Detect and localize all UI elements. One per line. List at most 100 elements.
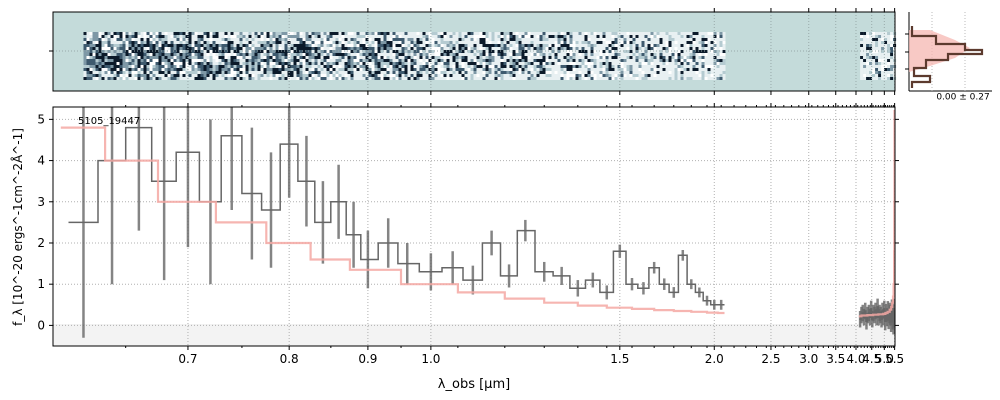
spectrum-2d-pixel: [332, 56, 336, 59]
spectrum-2d-pixel: [212, 41, 216, 44]
spectrum-2d-pixel: [422, 56, 426, 59]
spectrum-2d-pixel: [122, 77, 126, 80]
spectrum-2d-pixel: [401, 62, 405, 65]
spectrum-2d-pixel: [338, 71, 342, 74]
spectrum-2d-pixel: [545, 59, 549, 62]
spectrum-2d-pixel: [419, 35, 423, 38]
spectrum-2d-pixel: [416, 62, 420, 65]
spectrum-2d-pixel: [416, 41, 420, 44]
spectrum-2d-pixel: [347, 65, 351, 68]
spectrum-2d-pixel: [377, 77, 381, 80]
spectrum-2d-pixel: [545, 35, 549, 38]
spectrum-2d-pixel: [461, 53, 465, 56]
spectrum-2d-pixel: [713, 47, 717, 50]
spectrum-2d-pixel: [125, 41, 129, 44]
spectrum-2d-pixel: [509, 59, 513, 62]
spectrum-2d-pixel: [638, 71, 642, 74]
spectrum-2d-pixel: [152, 77, 156, 80]
spectrum-2d-pixel: [677, 62, 681, 65]
spectrum-2d-pixel: [428, 65, 432, 68]
spectrum-2d-pixel: [695, 44, 699, 47]
spectrum-2d-pixel: [407, 68, 411, 71]
spectrum-2d-pixel: [704, 35, 708, 38]
spectrum-2d-pixel: [350, 62, 354, 65]
spectrum-2d-pixel: [380, 32, 384, 35]
spectrum-2d-pixel: [392, 50, 396, 53]
spectrum-2d-pixel: [584, 41, 588, 44]
spectrum-2d-pixel: [524, 62, 528, 65]
spectrum-2d-pixel: [191, 53, 195, 56]
spectrum-2d-pixel: [383, 32, 387, 35]
spectrum-2d-pixel: [650, 68, 654, 71]
spectrum-2d-pixel: [212, 53, 216, 56]
spectrum-2d-pixel: [350, 35, 354, 38]
spectrum-2d-pixel: [155, 38, 159, 41]
spectrum-2d-pixel: [890, 32, 894, 35]
model-line-3: [858, 110, 895, 318]
spectrum-2d-pixel: [512, 53, 516, 56]
spectrum-2d-pixel: [209, 77, 213, 80]
spectrum-2d-pixel: [710, 59, 714, 62]
spectrum-2d-pixel: [386, 47, 390, 50]
spectrum-2d-pixel: [569, 47, 573, 50]
spectrum-2d-pixel: [95, 50, 99, 53]
spectrum-2d-pixel: [518, 65, 522, 68]
spectrum-2d-pixel: [458, 68, 462, 71]
spectrum-2d-pixel: [707, 59, 711, 62]
spectrum-2d-pixel: [257, 77, 261, 80]
spectrum-2d-pixel: [122, 62, 126, 65]
spectrum-2d-pixel: [146, 32, 150, 35]
spectrum-2d-pixel: [320, 53, 324, 56]
spectrum-2d-pixel: [863, 68, 867, 71]
spectrum-2d-pixel: [353, 71, 357, 74]
spectrum-2d-pixel: [110, 35, 114, 38]
spectrum-2d-pixel: [218, 41, 222, 44]
spectrum-2d-pixel: [143, 74, 147, 77]
spectrum-2d-pixel: [182, 65, 186, 68]
spectrum-2d-pixel: [239, 62, 243, 65]
spectrum-2d-pixel: [173, 62, 177, 65]
spectrum-2d-pixel: [95, 35, 99, 38]
spectrum-2d-pixel: [452, 44, 456, 47]
spectrum-2d-pixel: [263, 44, 267, 47]
spectrum-2d-pixel: [518, 71, 522, 74]
spectrum-2d-pixel: [95, 41, 99, 44]
spectrum-2d-pixel: [590, 68, 594, 71]
spectrum-2d-pixel: [368, 77, 372, 80]
spectrum-2d-pixel: [494, 59, 498, 62]
spectrum-2d-pixel: [668, 50, 672, 53]
spectrum-2d-pixel: [434, 35, 438, 38]
spectrum-2d-pixel: [137, 56, 141, 59]
spectrum-2d-pixel: [251, 44, 255, 47]
spectrum-2d-pixel: [536, 50, 540, 53]
spectrum-2d-pixel: [659, 41, 663, 44]
spectrum-2d-pixel: [404, 68, 408, 71]
spectrum-2d-pixel: [881, 62, 885, 65]
spectrum-2d-pixel: [536, 62, 540, 65]
spectrum-2d-pixel: [329, 62, 333, 65]
spectrum-2d-pixel: [203, 62, 207, 65]
spectrum-2d-pixel: [710, 53, 714, 56]
spectrum-2d-pixel: [710, 77, 714, 80]
spectrum-2d-pixel: [467, 68, 471, 71]
spectrum-2d-pixel: [368, 53, 372, 56]
spectrum-2d-pixel: [296, 44, 300, 47]
spectrum-2d-pixel: [284, 59, 288, 62]
spectrum-2d-pixel: [656, 35, 660, 38]
spectrum-2d-pixel: [134, 32, 138, 35]
spectrum-2d-pixel: [335, 77, 339, 80]
spectrum-2d-pixel: [362, 77, 366, 80]
spectrum-2d-pixel: [143, 50, 147, 53]
spectrum-2d-pixel: [326, 35, 330, 38]
spectrum-2d-pixel: [236, 71, 240, 74]
spectrum-2d-pixel: [647, 56, 651, 59]
spectrum-2d-pixel: [305, 74, 309, 77]
spectrum-2d-pixel: [332, 32, 336, 35]
spectrum-2d-pixel: [311, 74, 315, 77]
spectrum-2d-pixel: [683, 41, 687, 44]
spectrum-2d-pixel: [647, 71, 651, 74]
spectrum-2d-pixel: [158, 53, 162, 56]
spectrum-2d-pixel: [542, 77, 546, 80]
spectrum-2d-pixel: [686, 35, 690, 38]
spectrum-2d-pixel: [206, 77, 210, 80]
